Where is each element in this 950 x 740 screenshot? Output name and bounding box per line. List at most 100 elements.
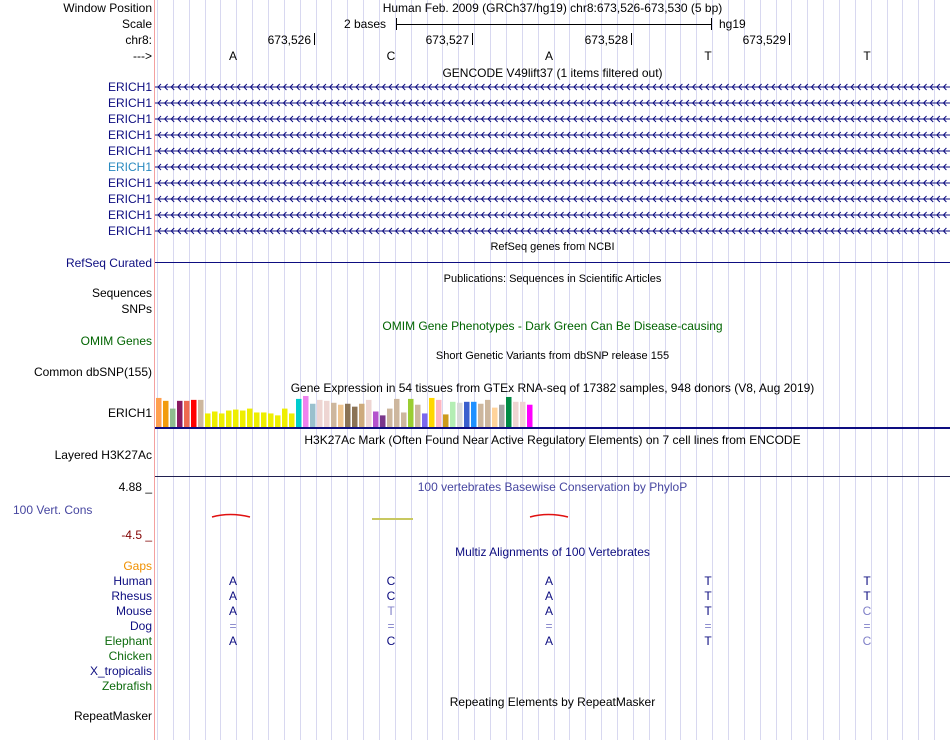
gene-model-line[interactable] xyxy=(155,162,950,172)
gtex-tissue-bar[interactable] xyxy=(457,402,463,427)
gtex-tissue-bar[interactable] xyxy=(506,396,512,427)
gtex-tissue-bar[interactable] xyxy=(422,413,428,427)
gtex-tissue-bar[interactable] xyxy=(198,399,204,427)
gtex-tissue-bar[interactable] xyxy=(338,404,344,427)
refseq-gene-line[interactable] xyxy=(155,262,950,263)
gtex-tissue-bar[interactable] xyxy=(254,412,260,427)
phylop-min-label: -4.5 _ xyxy=(121,528,152,542)
gtex-tissue-bar[interactable] xyxy=(492,407,498,427)
gtex-tissue-bar[interactable] xyxy=(191,399,197,427)
gene-label[interactable]: ERICH1 xyxy=(107,208,152,222)
gene-model-line[interactable] xyxy=(155,98,950,108)
gene-model-line[interactable] xyxy=(155,226,950,236)
gtex-tissue-bar[interactable] xyxy=(233,409,239,427)
h3k27ac-label[interactable]: Layered H3K27Ac xyxy=(54,448,152,462)
gtex-tissue-bar[interactable] xyxy=(380,415,386,427)
gtex-tissue-bar[interactable] xyxy=(219,413,225,427)
gene-model-line[interactable] xyxy=(155,146,950,156)
gtex-tissue-bar[interactable] xyxy=(443,414,449,427)
gtex-tissue-bar[interactable] xyxy=(373,411,379,428)
gtex-tissue-bar[interactable] xyxy=(436,399,442,427)
refseq-curated-label[interactable]: RefSeq Curated xyxy=(65,256,152,270)
gtex-tissue-bar[interactable] xyxy=(282,408,288,427)
gene-label[interactable]: ERICH1 xyxy=(107,224,152,238)
gtex-tissue-bar[interactable] xyxy=(450,401,456,427)
gtex-tissue-bar[interactable] xyxy=(464,401,470,427)
gaps-label[interactable]: Gaps xyxy=(123,559,152,573)
gtex-tissue-bar[interactable] xyxy=(310,403,316,427)
species-label[interactable]: Zebrafish xyxy=(101,679,152,693)
gtex-tissue-bar[interactable] xyxy=(366,399,372,427)
gene-label[interactable]: ERICH1 xyxy=(107,128,152,142)
phylop-label[interactable]: 100 Vert. Cons xyxy=(13,503,93,517)
gene-model-line[interactable] xyxy=(155,178,950,188)
gtex-tissue-bar[interactable] xyxy=(485,399,491,427)
gtex-tissue-bar[interactable] xyxy=(415,404,421,427)
species-label[interactable]: Human xyxy=(113,574,152,588)
gtex-tissue-bar[interactable] xyxy=(513,401,519,427)
gene-model-line[interactable] xyxy=(155,210,950,220)
gtex-gene-label[interactable]: ERICH1 xyxy=(107,406,152,420)
gene-label[interactable]: ERICH1 xyxy=(107,80,152,94)
gene-label[interactable]: ERICH1 xyxy=(107,160,152,174)
gtex-tissue-bar[interactable] xyxy=(205,413,211,427)
gridline xyxy=(505,0,507,740)
gtex-tissue-bar[interactable] xyxy=(401,412,407,427)
gtex-tissue-bar[interactable] xyxy=(163,400,169,427)
gtex-tissue-bar[interactable] xyxy=(352,406,358,427)
gtex-tissue-bar[interactable] xyxy=(156,397,162,427)
sequences-label[interactable]: Sequences xyxy=(91,286,152,300)
gtex-tissue-bar[interactable] xyxy=(317,399,323,427)
species-label[interactable]: Dog xyxy=(129,619,152,633)
aligned-base: A xyxy=(544,574,553,588)
gene-label[interactable]: ERICH1 xyxy=(107,176,152,190)
omim-genes-label[interactable]: OMIM Genes xyxy=(80,334,152,348)
gtex-tissue-bar[interactable] xyxy=(240,410,246,427)
gtex-tissue-bar[interactable] xyxy=(212,411,218,428)
gene-model-line[interactable] xyxy=(155,194,950,204)
species-label[interactable]: Mouse xyxy=(115,604,152,618)
gene-label[interactable]: ERICH1 xyxy=(107,112,152,126)
gtex-tissue-bar[interactable] xyxy=(331,402,337,427)
gene-label[interactable]: ERICH1 xyxy=(107,144,152,158)
gtex-tissue-bar[interactable] xyxy=(170,408,176,427)
gtex-tissue-bar[interactable] xyxy=(520,401,526,427)
species-label[interactable]: X_tropicalis xyxy=(89,664,152,678)
gtex-tissue-bar[interactable] xyxy=(184,400,190,427)
gene-label[interactable]: ERICH1 xyxy=(107,96,152,110)
window-position-label: Window Position xyxy=(63,1,152,15)
gene-model-line[interactable] xyxy=(155,130,950,140)
species-label[interactable]: Rhesus xyxy=(111,589,152,603)
gtex-tissue-bar[interactable] xyxy=(177,400,183,427)
gtex-tissue-bar[interactable] xyxy=(478,403,484,427)
gtex-tissue-bar[interactable] xyxy=(275,415,281,427)
gtex-tissue-bar[interactable] xyxy=(296,398,302,427)
gtex-tissue-bar[interactable] xyxy=(408,398,414,427)
snps-label[interactable]: SNPs xyxy=(121,302,152,316)
gene-strand-arrows xyxy=(155,131,950,139)
gtex-tissue-bar[interactable] xyxy=(303,396,309,427)
species-label[interactable]: Elephant xyxy=(104,634,152,648)
gtex-bar-chart[interactable] xyxy=(155,396,950,430)
gtex-tissue-bar[interactable] xyxy=(429,397,435,427)
gtex-tissue-bar[interactable] xyxy=(394,398,400,427)
gtex-tissue-bar[interactable] xyxy=(226,410,232,427)
gtex-tissue-bar[interactable] xyxy=(387,408,393,427)
gtex-tissue-bar[interactable] xyxy=(359,403,365,427)
gtex-tissue-bar[interactable] xyxy=(261,412,267,427)
gtex-tissue-bar[interactable] xyxy=(289,413,295,427)
gtex-tissue-bar[interactable] xyxy=(345,403,351,427)
gtex-tissue-bar[interactable] xyxy=(268,413,274,427)
repeatmasker-label[interactable]: RepeatMasker xyxy=(73,709,152,723)
common-dbsnp-label[interactable]: Common dbSNP(155) xyxy=(33,365,152,379)
gtex-tissue-bar[interactable] xyxy=(499,404,505,427)
gtex-tissue-bar[interactable] xyxy=(324,400,330,427)
gtex-tissue-bar[interactable] xyxy=(527,404,533,427)
gene-model-line[interactable] xyxy=(155,114,950,124)
gtex-tissue-bar[interactable] xyxy=(471,401,477,427)
gene-label[interactable]: ERICH1 xyxy=(107,192,152,206)
gene-model-line[interactable] xyxy=(155,82,950,92)
gtex-tissue-bar[interactable] xyxy=(247,408,253,427)
species-label[interactable]: Chicken xyxy=(108,649,152,663)
